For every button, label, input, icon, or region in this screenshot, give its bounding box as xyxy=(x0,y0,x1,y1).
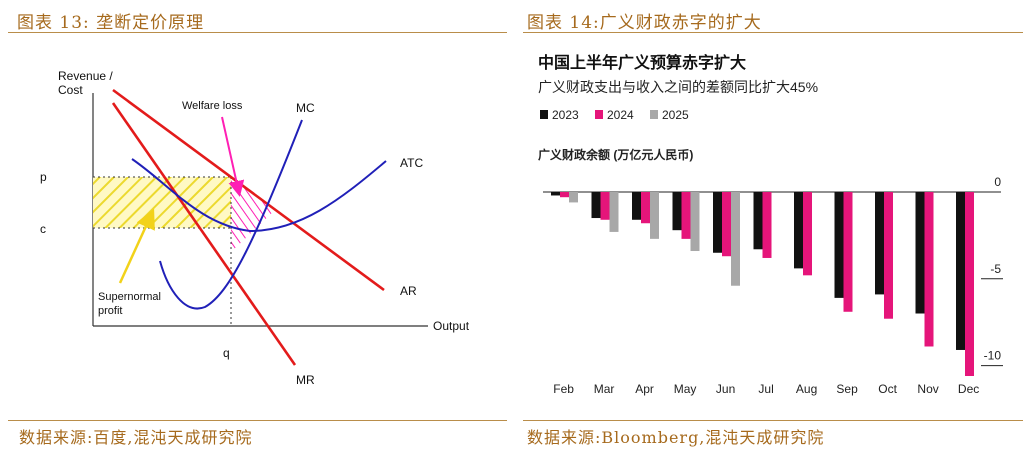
bar-2024-feb xyxy=(560,192,569,198)
output-label: Output xyxy=(433,319,470,333)
legend-label-2025: 2025 xyxy=(662,108,689,122)
supernormal-label-2: profit xyxy=(98,305,122,317)
category-label-mar: Mar xyxy=(594,382,615,396)
bar-2024-sep xyxy=(843,192,853,312)
chart-subtitle: 广义财政支出与收入之间的差额同比扩大45% xyxy=(538,79,818,95)
bar-2023-oct xyxy=(875,192,884,295)
bar-2024-mar xyxy=(600,192,610,220)
bar-2024-jul xyxy=(762,192,772,258)
legend-label-2024: 2024 xyxy=(607,108,634,122)
mr-label: MR xyxy=(296,373,315,387)
bar-2024-aug xyxy=(803,192,812,276)
ar-curve xyxy=(112,88,385,292)
mc-curve xyxy=(159,119,303,310)
category-label-sep: Sep xyxy=(836,382,858,396)
left-source: 数据来源:百度,混沌天成研究院 xyxy=(19,428,253,447)
bar-2024-may xyxy=(681,192,691,239)
axis-label-revenue: Revenue / xyxy=(58,69,113,83)
right-top-rule xyxy=(523,32,1023,33)
y-tick-label-0: 0 xyxy=(994,175,1001,189)
y-unit-label: 广义财政余额 (万亿元人民币) xyxy=(538,147,693,162)
y-tick-label-neg5: -5 xyxy=(990,262,1001,276)
category-label-nov: Nov xyxy=(917,382,938,396)
bar-2024-apr xyxy=(641,192,650,224)
legend-label-2023: 2023 xyxy=(552,108,579,122)
atc-label: ATC xyxy=(400,156,423,170)
bar-2023-jul xyxy=(753,192,763,250)
category-label-jul: Jul xyxy=(758,382,773,396)
fiscal-balance-chart: 中国上半年广义预算赤字扩大 广义财政支出与收入之间的差额同比扩大45% 2023… xyxy=(538,53,1003,396)
bar-2023-nov xyxy=(915,192,925,314)
legend-swatch-2025 xyxy=(650,110,658,119)
mr-curve xyxy=(111,102,297,366)
bar-2025-apr xyxy=(650,192,659,239)
bar-2024-nov xyxy=(924,192,934,347)
axis-label-cost: Cost xyxy=(58,83,83,97)
bar-2023-mar xyxy=(591,192,601,219)
category-label-apr: Apr xyxy=(635,382,654,396)
bar-2023-jun xyxy=(713,192,722,253)
bar-2025-jun xyxy=(731,192,740,286)
category-label-oct: Oct xyxy=(878,382,897,396)
bar-2024-jun xyxy=(722,192,731,257)
p-label: p xyxy=(40,170,47,184)
chart-title: 中国上半年广义预算赤字扩大 xyxy=(538,53,746,72)
legend-swatch-2023 xyxy=(540,110,548,119)
left-panel-title: 图表 13: 垄断定价原理 xyxy=(17,13,205,33)
bar-group xyxy=(543,191,1001,376)
supernormal-label-1: Supernormal xyxy=(98,291,161,303)
category-label-group: Feb Mar Apr May Jun Jul Aug Sep Oct Nov Dec xyxy=(553,382,979,396)
left-bottom-rule xyxy=(8,420,507,421)
category-label-dec: Dec xyxy=(958,382,979,396)
category-label-jun: Jun xyxy=(716,382,735,396)
category-label-feb: Feb xyxy=(553,382,574,396)
bar-2025-feb xyxy=(569,192,578,203)
welfare-loss-label: Welfare loss xyxy=(182,100,243,112)
right-bottom-rule xyxy=(523,420,1023,421)
mc-label: MC xyxy=(296,101,315,115)
bar-2025-mar xyxy=(609,192,619,232)
welfare-loss-arrow xyxy=(221,116,245,197)
ar-label: AR xyxy=(400,284,417,298)
atc-curve xyxy=(131,158,387,233)
supernormal-arrow xyxy=(118,208,155,284)
y-tick-label-neg10: -10 xyxy=(984,349,1002,363)
bar-2025-may xyxy=(690,192,700,252)
q-label: q xyxy=(223,346,230,360)
bar-2024-dec xyxy=(965,192,974,376)
left-top-rule xyxy=(8,32,507,33)
bar-2024-oct xyxy=(884,192,893,319)
bar-2023-feb xyxy=(551,192,560,196)
category-label-may: May xyxy=(674,382,697,396)
supernormal-profit-area xyxy=(93,177,231,228)
c-label: c xyxy=(40,222,46,236)
legend-swatch-2024 xyxy=(595,110,603,119)
bar-2023-may xyxy=(672,192,682,231)
bar-2023-dec xyxy=(956,192,965,350)
bar-2023-aug xyxy=(794,192,803,269)
y-tick-group: 0 -5 -10 xyxy=(981,175,1003,367)
monopoly-diagram: Revenue / Cost Welfare loss MC ATC AR MR… xyxy=(40,69,470,387)
category-label-aug: Aug xyxy=(796,382,817,396)
right-panel-title: 图表 14:广义财政赤字的扩大 xyxy=(527,13,762,33)
bar-2023-apr xyxy=(632,192,641,220)
bar-2023-sep xyxy=(834,192,844,298)
right-source: 数据来源:Bloomberg,混沌天成研究院 xyxy=(527,428,825,447)
